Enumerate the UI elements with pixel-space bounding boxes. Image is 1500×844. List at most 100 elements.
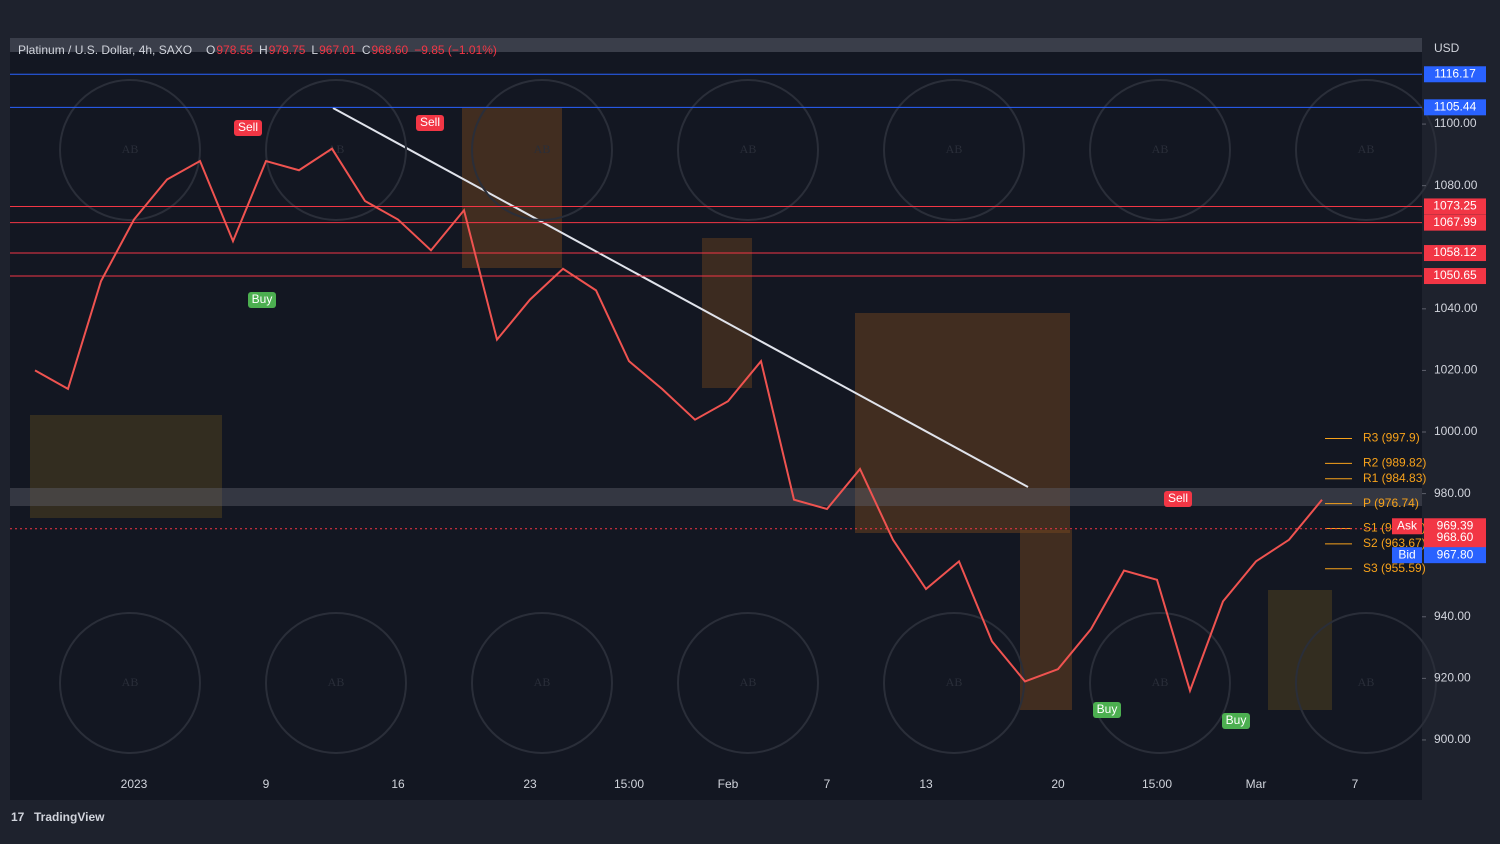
bid-price: 967.80 (1437, 547, 1474, 561)
level-label: 1073.25 (1433, 199, 1477, 213)
watermark-text: AB (1152, 142, 1169, 156)
ohlc-value: 979.75 (269, 43, 306, 57)
x-tick-label: 15:00 (1142, 777, 1172, 791)
watermark-ring (471, 79, 613, 221)
trend-line (332, 107, 1029, 488)
signal-badge (1093, 702, 1121, 718)
zone (855, 313, 1070, 533)
x-tick-label: 9 (263, 777, 270, 791)
watermark-text: AB (740, 142, 757, 156)
y-tick-label: 1020.00 (1434, 363, 1478, 377)
x-tick-label: 15:00 (614, 777, 644, 791)
watermark-text: AB (1152, 675, 1169, 689)
zone (1020, 530, 1072, 710)
watermark-text: AB (740, 675, 757, 689)
watermark-text: AB (946, 142, 963, 156)
watermark-text: AB (534, 675, 551, 689)
pivot-label: S2 (963.67) (1363, 536, 1426, 550)
level-label: 1105.44 (1434, 99, 1477, 113)
signal-badge (1222, 713, 1250, 729)
watermark-ring (677, 612, 819, 754)
zone (30, 415, 222, 518)
axis-unit: USD (1434, 41, 1460, 55)
signal-label: Buy (1226, 713, 1247, 727)
ohlc-value: 978.55 (216, 43, 253, 57)
zone (462, 108, 562, 268)
watermark-text: AB (534, 142, 551, 156)
pivot-band (10, 488, 1422, 506)
watermark-ring (265, 612, 407, 754)
watermark-ring (677, 79, 819, 221)
y-tick-label: 1080.00 (1434, 178, 1478, 192)
watermark-ring (1089, 612, 1231, 754)
x-tick-label: Feb (718, 777, 739, 791)
y-tick-label: 1000.00 (1434, 424, 1478, 438)
y-tick-label: 920.00 (1434, 671, 1471, 685)
ask-price: 969.39 (1437, 518, 1474, 532)
ask-tag (1392, 518, 1422, 535)
signal-badge (234, 120, 262, 136)
watermark-text: AB (122, 675, 139, 689)
watermark-text: AB (1358, 675, 1375, 689)
header-bar (10, 38, 1422, 52)
watermark-text: AB (946, 675, 963, 689)
ohlc-key: O (206, 43, 215, 57)
level-label: 1067.99 (1433, 215, 1477, 229)
ohlc-key: C (362, 43, 371, 57)
y-tick-label: 1100.00 (1434, 116, 1477, 130)
level-tag (1424, 66, 1486, 83)
watermark-ring (1295, 612, 1437, 754)
watermark-text: AB (122, 142, 139, 156)
x-tick-label: 20 (1051, 777, 1065, 791)
x-tick-label: Mar (1246, 777, 1267, 791)
signal-label: Sell (1168, 491, 1188, 505)
level-tag (1424, 245, 1486, 262)
pivot-label: R2 (989.82) (1363, 456, 1426, 470)
watermark-text: AB (328, 675, 345, 689)
signal-badge (1164, 491, 1192, 507)
ohlc-value: 967.01 (319, 43, 356, 57)
bid-price-tag (1424, 547, 1486, 564)
watermark-ring (265, 79, 407, 221)
y-tick-label: 980.00 (1434, 486, 1471, 500)
brand: TradingView (34, 810, 105, 824)
level-tag (1424, 268, 1486, 285)
x-tick-label: 7 (824, 777, 831, 791)
pivot-label: S3 (955.59) (1363, 561, 1426, 575)
signal-badge (248, 292, 276, 308)
x-tick-label: 23 (523, 777, 537, 791)
x-tick-label: 7 (1352, 777, 1359, 791)
signal-label: Buy (1097, 702, 1118, 716)
watermark-ring (883, 79, 1025, 221)
signal-label: Sell (238, 120, 258, 134)
watermark-ring (59, 79, 201, 221)
plot-area (10, 38, 1422, 800)
watermark-ring (59, 612, 201, 754)
last-price: 968.60 (1437, 530, 1474, 544)
level-tag (1424, 214, 1486, 231)
level-label: 1050.65 (1433, 268, 1477, 282)
level-tag (1424, 99, 1486, 116)
watermark-ring (1295, 79, 1437, 221)
pivot-label: R3 (997.9) (1363, 431, 1420, 445)
x-tick-label: 13 (919, 777, 933, 791)
watermark-text: AB (1358, 142, 1375, 156)
y-tick-label: 1040.00 (1434, 301, 1478, 315)
signal-label: Buy (252, 292, 273, 306)
pivot-label: P (976.74) (1363, 496, 1419, 510)
ask-label: Ask (1397, 518, 1418, 532)
ohlc-key: H (259, 43, 268, 57)
bid-label: Bid (1398, 547, 1415, 561)
price-line (34, 147, 1323, 694)
y-tick-label: 900.00 (1434, 732, 1471, 746)
ohlc-key: L (311, 43, 318, 57)
watermark-text: AB (328, 142, 345, 156)
level-label: 1058.12 (1433, 245, 1477, 259)
watermarks: AB AB AB AB AB AB AB AB AB AB AB AB AB AB (59, 79, 1437, 754)
pivot-label: R1 (984.83) (1363, 471, 1426, 485)
watermark-ring (471, 612, 613, 754)
x-tick-label: 2023 (121, 777, 148, 791)
ohlc-value: 968.60 (371, 43, 408, 57)
level-label: 1116.17 (1434, 66, 1476, 80)
